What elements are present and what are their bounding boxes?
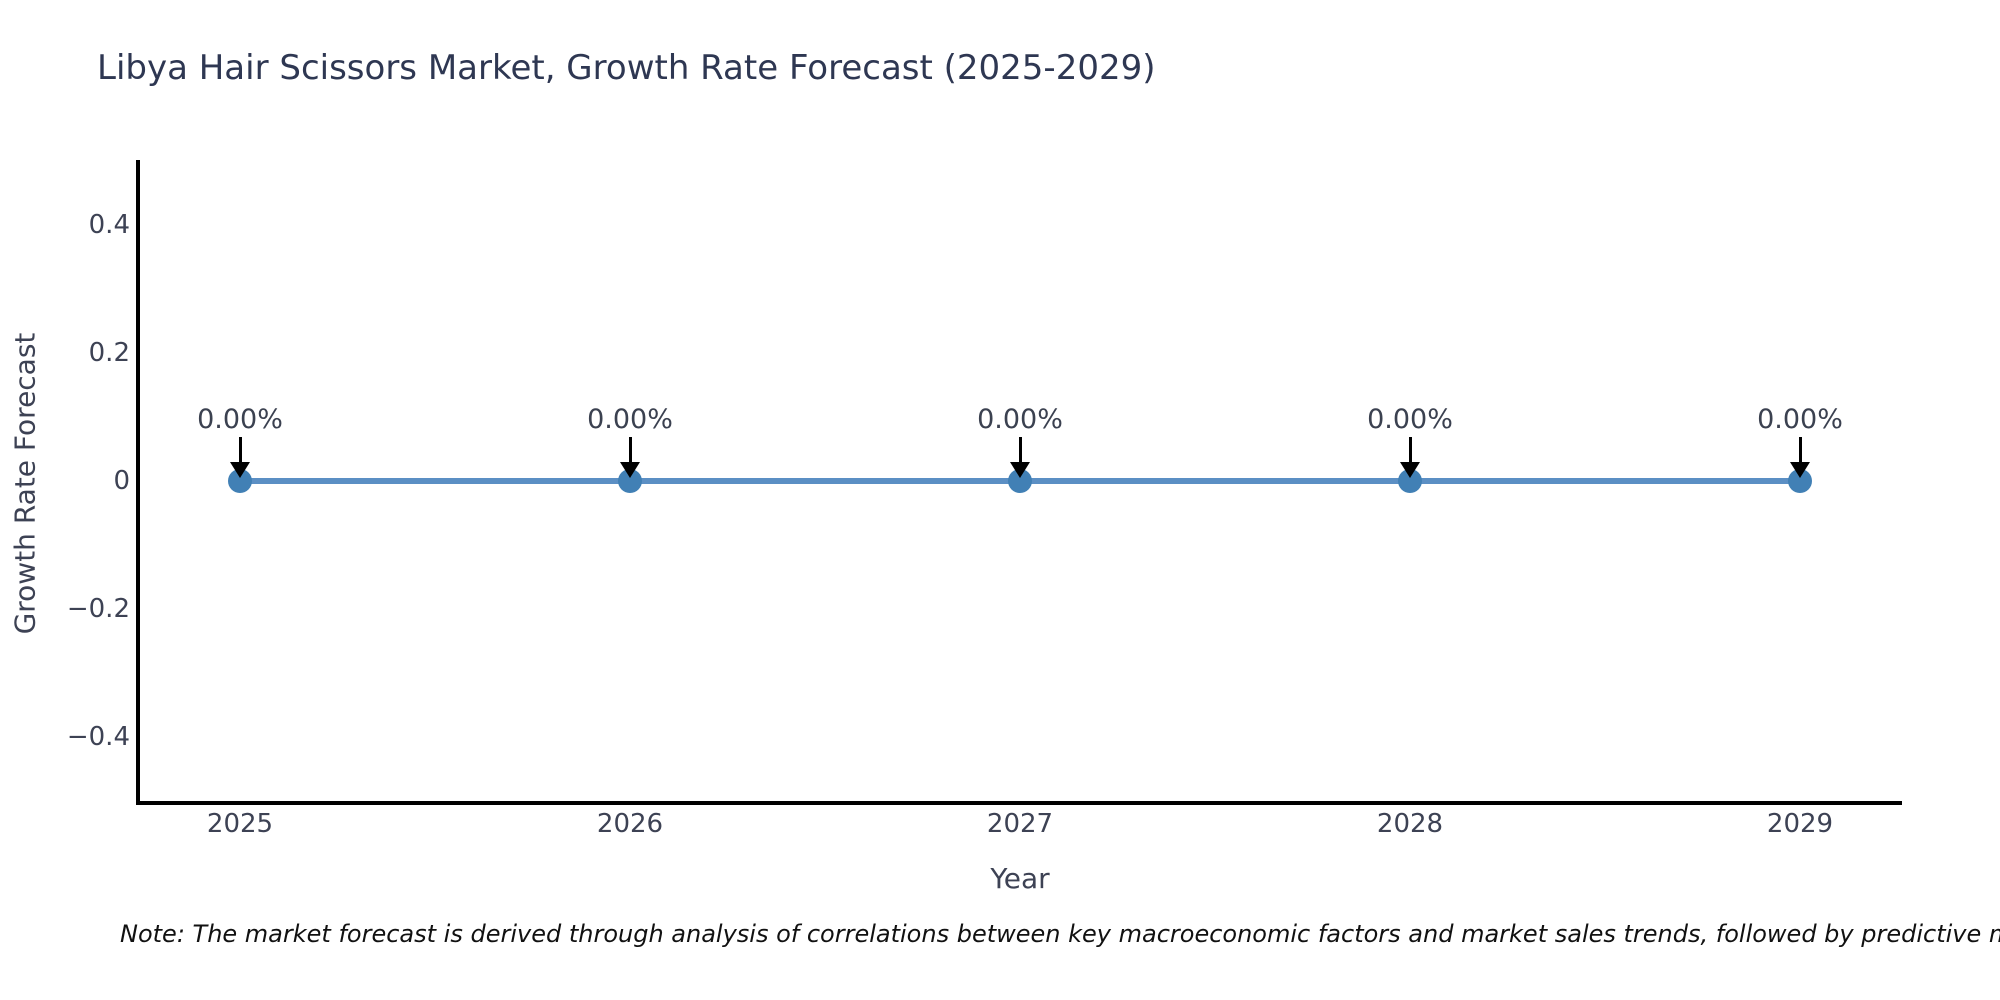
y-tick-label: 0 [113, 466, 130, 496]
x-tick-label: 2027 [986, 809, 1054, 839]
annotation-arrow-line [1019, 437, 1022, 463]
annotation-arrow-line [1409, 437, 1412, 463]
point-value-label: 0.00% [1367, 404, 1453, 435]
y-tick-label: 0.4 [88, 210, 130, 240]
x-axis-spine [136, 801, 1902, 805]
y-axis-spine [136, 160, 140, 805]
y-tick-label: −0.4 [66, 722, 130, 752]
y-axis-label: Growth Rate Forecast [8, 332, 42, 635]
x-axis-label: Year [990, 862, 1050, 895]
chart-title: Libya Hair Scissors Market, Growth Rate … [97, 48, 1156, 88]
annotation-arrowhead-icon [1790, 462, 1810, 478]
x-tick-label: 2026 [596, 809, 664, 839]
y-tick-label: −0.2 [66, 594, 130, 624]
annotation-arrowhead-icon [1400, 462, 1420, 478]
x-tick-label: 2029 [1766, 809, 1834, 839]
point-value-label: 0.00% [977, 404, 1063, 435]
annotation-arrow-line [239, 437, 242, 463]
annotation-arrow-line [1799, 437, 1802, 463]
point-value-label: 0.00% [1757, 404, 1843, 435]
y-tick-label: 0.2 [88, 338, 130, 368]
footnote: Note: The market forecast is derived thr… [120, 920, 2000, 948]
point-value-label: 0.00% [587, 404, 673, 435]
annotation-arrowhead-icon [1010, 462, 1030, 478]
x-tick-label: 2025 [206, 809, 274, 839]
annotation-arrowhead-icon [620, 462, 640, 478]
annotation-arrow-line [629, 437, 632, 463]
annotation-arrowhead-icon [230, 462, 250, 478]
point-value-label: 0.00% [197, 404, 283, 435]
x-tick-label: 2028 [1376, 809, 1444, 839]
